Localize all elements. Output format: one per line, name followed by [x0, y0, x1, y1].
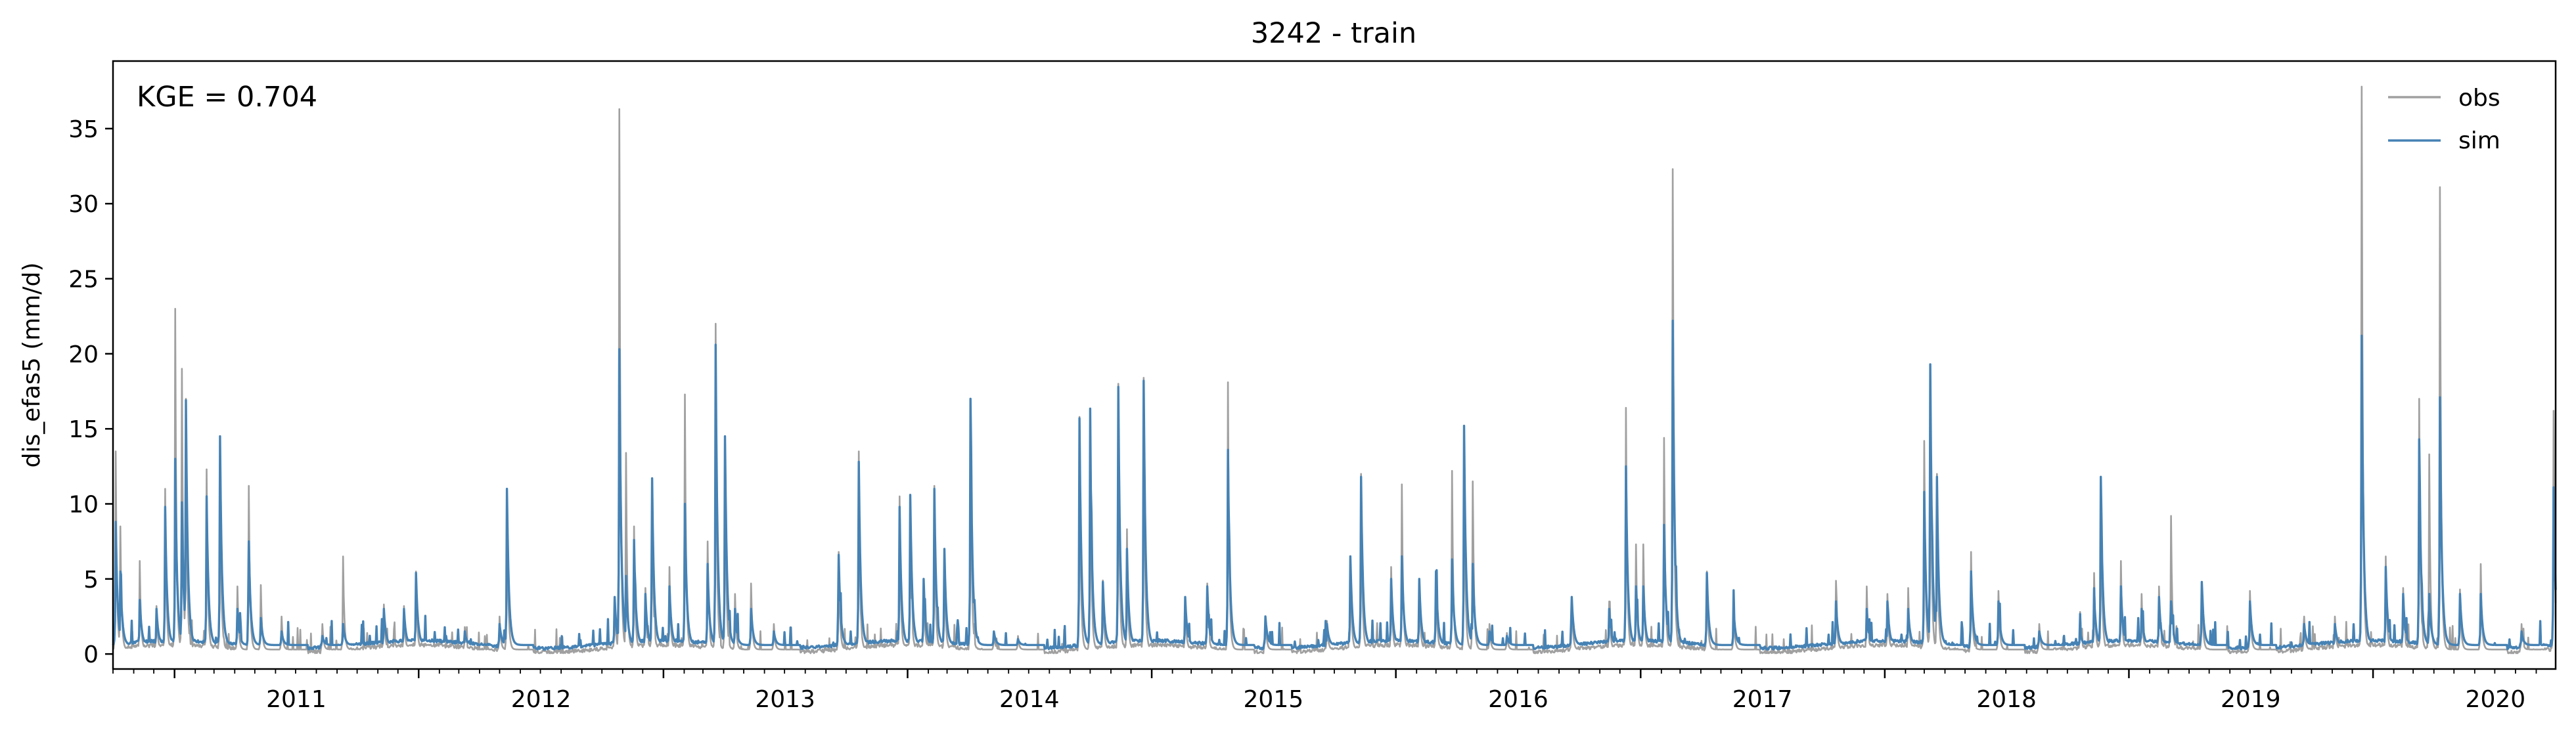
series-line-sim: [112, 319, 2557, 651]
y-tick-label: 5: [83, 567, 99, 594]
y-tick-label: 25: [68, 267, 99, 293]
x-tick-label: 2017: [1732, 686, 1793, 713]
y-tick-label: 15: [68, 416, 99, 443]
y-tick-label: 30: [68, 191, 99, 218]
series-line-obs: [112, 85, 2557, 655]
x-axis: 2011 2012 2013 2014 2015 2016 2017 2018 2019 2020: [112, 669, 2537, 713]
legend-label-obs: obs: [2458, 85, 2500, 112]
chart-title: 3242 - train: [1251, 17, 1416, 50]
x-tick-label: 2013: [755, 686, 815, 713]
x-tick-label: 2015: [1244, 686, 1304, 713]
x-tick-label: 2014: [999, 686, 1060, 713]
x-tick-label: 2018: [1976, 686, 2037, 713]
series-layer: [112, 85, 2557, 655]
y-tick-label: 10: [68, 491, 99, 518]
x-tick-label: 2012: [511, 686, 572, 713]
y-tick-label: 35: [68, 116, 99, 143]
legend-label-sim: sim: [2458, 127, 2500, 154]
legend: obs sim: [2388, 85, 2500, 154]
y-tick-label: 0: [83, 641, 99, 668]
x-tick-label: 2020: [2466, 686, 2526, 713]
y-axis: 0 5 10 15 20 25 30 35: [68, 116, 113, 668]
kge-annotation: KGE = 0.704: [137, 81, 317, 114]
y-tick-label: 20: [68, 341, 99, 368]
y-axis-label: dis_efas5 (mm/d): [18, 263, 45, 468]
x-tick-label: 2016: [1488, 686, 1548, 713]
x-tick-label: 2011: [266, 686, 327, 713]
x-tick-label: 2019: [2221, 686, 2281, 713]
